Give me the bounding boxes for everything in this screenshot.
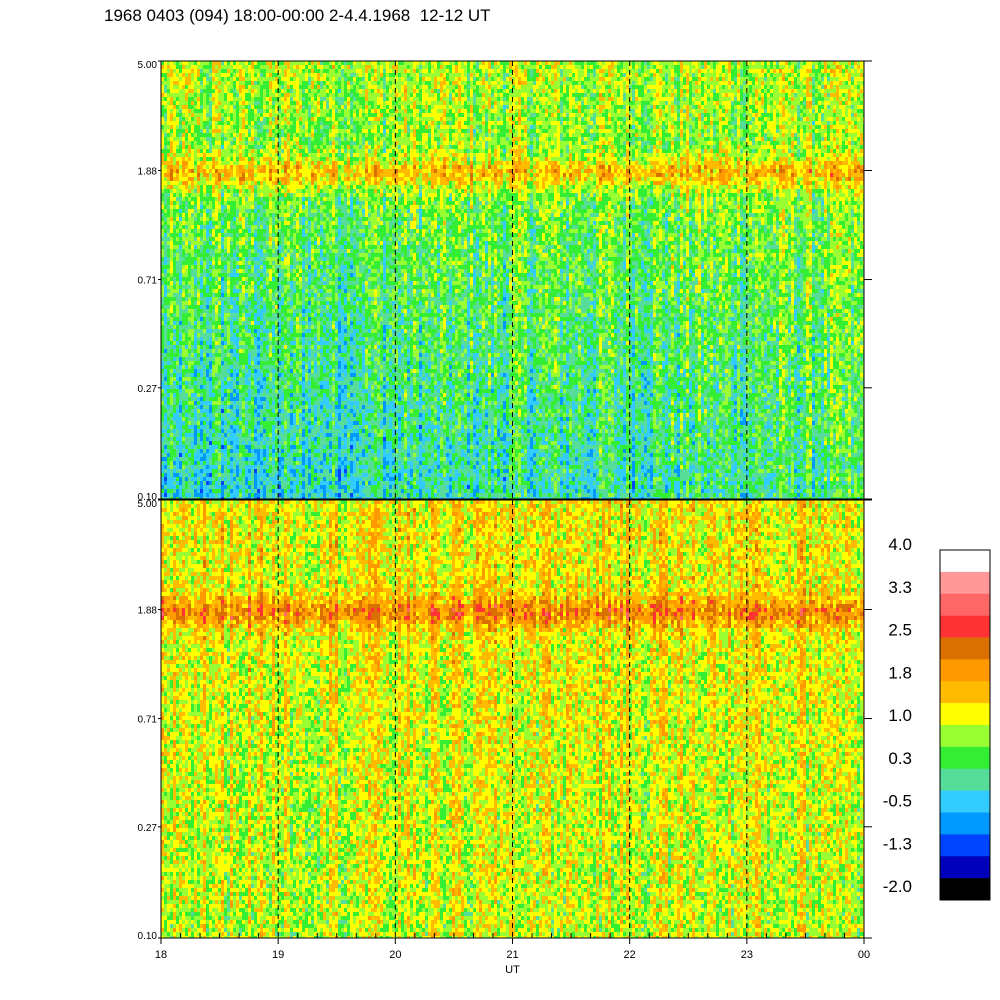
colorbar-swatch [940, 659, 990, 681]
colorbar-label: -0.5 [883, 792, 912, 811]
colorbar-swatch [940, 616, 990, 638]
y-tick-label: 0.27 [138, 823, 158, 834]
x-tick-label: 19 [272, 949, 284, 961]
colorbar-swatch [940, 703, 990, 725]
colorbar-swatch [940, 813, 990, 835]
y-tick-label: 0.27 [138, 384, 158, 395]
colorbar-swatch [940, 572, 990, 594]
colorbar-label: 2.5 [888, 621, 912, 640]
x-tick-label: 20 [389, 949, 401, 961]
colorbar-swatch [940, 725, 990, 747]
y-tick-label: 1.88 [138, 606, 158, 617]
colorbar-label: -2.0 [883, 877, 912, 896]
colorbar-swatch [940, 594, 990, 616]
colorbar-swatch [940, 856, 990, 878]
colorbar-swatch [940, 878, 990, 900]
y-tick-label: 0.71 [138, 715, 158, 726]
x-tick-label: 00 [858, 949, 870, 961]
x-tick-label: 22 [624, 949, 636, 961]
y-tick-label: 0.10 [138, 931, 158, 942]
colorbar-label: 4.0 [888, 535, 912, 554]
x-axis-label: UT [505, 964, 520, 976]
colorbar-swatch [940, 769, 990, 791]
y-tick-label: 0.71 [138, 276, 158, 287]
colorbar-swatch [940, 638, 990, 660]
y-tick-label: 5.00 [138, 60, 158, 71]
y-tick-label: 5.00 [138, 499, 158, 510]
spectrogram-panel-bottom [161, 500, 867, 941]
colorbar-label: 1.0 [888, 706, 912, 725]
colorbar-swatch [940, 747, 990, 769]
spectrogram-panel-top [161, 61, 867, 502]
colorbar-swatch [940, 834, 990, 856]
x-tick-label: 18 [155, 949, 167, 961]
colorbar-label: 3.3 [888, 578, 912, 597]
colorbar-swatch [940, 550, 990, 572]
colorbar-swatch [940, 791, 990, 813]
y-tick-label: 1.88 [138, 167, 158, 178]
x-tick-label: 23 [741, 949, 753, 961]
colorbar-label: 1.8 [888, 663, 912, 682]
colorbar-label: -1.3 [883, 834, 912, 853]
colorbar-swatch [940, 681, 990, 703]
colorbar-label: 0.3 [888, 749, 912, 768]
x-tick-label: 21 [506, 949, 518, 961]
